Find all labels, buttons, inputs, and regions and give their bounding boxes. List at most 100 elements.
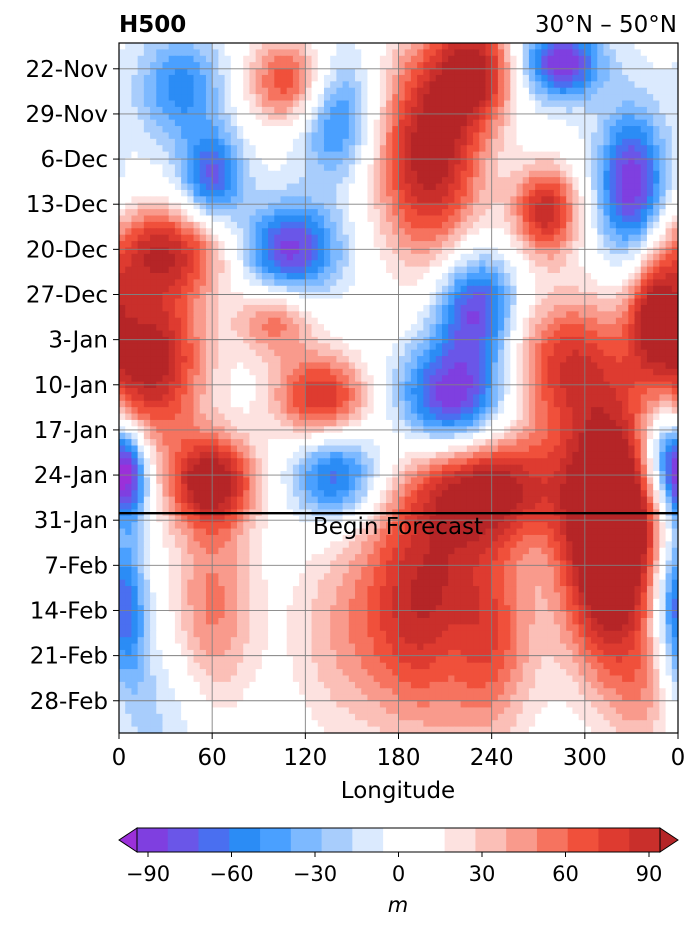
field-cell — [398, 336, 406, 344]
field-cell — [615, 132, 623, 140]
field-cell — [497, 368, 505, 376]
field-cell — [566, 158, 574, 165]
field-cell — [578, 304, 586, 312]
field-cell — [168, 145, 176, 153]
field-cell — [143, 330, 151, 338]
field-cell — [454, 388, 462, 395]
field-cell — [584, 279, 592, 287]
field-cell — [143, 311, 151, 319]
field-cell — [398, 100, 406, 108]
field-cell — [143, 266, 151, 274]
field-cell — [541, 247, 549, 255]
field-cell — [249, 266, 257, 274]
field-cell — [665, 119, 673, 127]
field-cell — [274, 145, 282, 153]
field-cell — [274, 273, 282, 280]
field-cell — [156, 189, 164, 197]
field-cell — [280, 247, 288, 255]
field-cell — [373, 304, 381, 312]
field-cell — [199, 343, 207, 351]
field-cell — [429, 132, 437, 140]
field-cell — [249, 202, 257, 210]
field-cell — [261, 49, 269, 57]
field-cell — [361, 189, 369, 197]
field-cell — [671, 343, 678, 351]
field-cell — [119, 336, 126, 344]
field-cell — [528, 145, 536, 153]
field-cell — [193, 196, 201, 204]
field-cell — [249, 55, 257, 63]
field-cell — [491, 228, 499, 236]
field-cell — [671, 138, 678, 146]
field-cell — [473, 324, 480, 332]
field-cell — [441, 304, 449, 312]
field-cell — [249, 74, 257, 82]
field-cell — [410, 151, 418, 159]
field-cell — [559, 87, 567, 95]
field-cell — [392, 183, 400, 191]
field-cell — [578, 298, 586, 306]
field-cell — [243, 81, 251, 89]
field-cell — [162, 132, 170, 140]
field-cell — [479, 260, 487, 268]
field-cell — [504, 74, 511, 82]
field-cell — [522, 304, 530, 312]
field-cell — [156, 62, 164, 70]
field-cell — [435, 164, 443, 172]
field-cell — [622, 138, 629, 146]
field-cell — [559, 279, 567, 287]
field-cell — [286, 100, 294, 108]
field-cell — [150, 170, 157, 178]
field-cell — [125, 119, 133, 127]
field-cell — [355, 196, 362, 204]
field-cell — [286, 253, 294, 261]
field-cell — [584, 49, 592, 57]
field-cell — [237, 304, 244, 312]
field-cell — [516, 81, 524, 89]
field-cell — [386, 228, 393, 236]
field-cell — [323, 170, 331, 178]
field-cell — [305, 273, 313, 280]
field-cell — [653, 285, 660, 293]
field-cell — [268, 368, 275, 376]
field-cell — [386, 49, 393, 57]
field-cell — [584, 247, 592, 255]
field-cell — [628, 113, 636, 121]
field-cell — [466, 349, 474, 357]
field-cell — [653, 68, 660, 76]
field-cell — [497, 273, 505, 280]
field-cell — [628, 317, 636, 325]
field-cell — [603, 228, 611, 236]
field-cell — [119, 94, 126, 102]
field-cell — [119, 241, 126, 249]
field-cell — [255, 68, 263, 76]
field-cell — [479, 221, 487, 229]
field-cell — [187, 113, 195, 121]
field-cell — [261, 273, 269, 280]
field-cell — [454, 273, 462, 280]
field-cell — [386, 394, 393, 402]
field-cell — [280, 343, 288, 351]
field-cell — [504, 260, 511, 268]
field-cell — [448, 43, 455, 50]
field-cell — [336, 260, 344, 268]
field-cell — [553, 151, 561, 159]
field-cell — [665, 68, 673, 76]
field-cell — [441, 266, 449, 274]
field-cell — [541, 100, 549, 108]
field-cell — [131, 55, 139, 63]
field-cell — [578, 228, 586, 236]
field-cell — [131, 260, 139, 268]
field-cell — [410, 164, 418, 172]
field-cell — [392, 388, 400, 395]
field-cell — [497, 292, 505, 300]
field-cell — [193, 247, 201, 255]
field-cell — [131, 388, 139, 395]
field-cell — [504, 81, 511, 89]
field-cell — [237, 49, 244, 57]
field-cell — [305, 106, 313, 114]
field-cell — [243, 177, 251, 185]
field-cell — [404, 145, 412, 153]
field-cell — [665, 74, 673, 82]
field-cell — [131, 356, 139, 364]
